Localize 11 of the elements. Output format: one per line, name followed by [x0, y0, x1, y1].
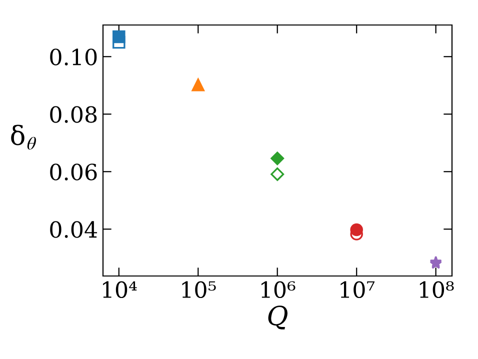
y-axis-title: δ$_{θ}$	[11, 124, 36, 150]
x-tick-label: 10⁸	[420, 281, 454, 298]
y-tick-label: 0.06	[50, 164, 97, 180]
x-tick-label: 10⁴	[103, 281, 137, 298]
y-tick-label: 0.04	[50, 221, 98, 238]
x-tick-label: 10⁵	[182, 281, 216, 298]
x-axis-title: Q	[268, 306, 288, 330]
y-tick-label: 0.10	[50, 48, 97, 66]
x-tick-label: 10⁷	[340, 281, 375, 298]
y-tick-label: 0.08	[50, 106, 97, 123]
x-tick-label: 10⁶	[261, 281, 296, 298]
